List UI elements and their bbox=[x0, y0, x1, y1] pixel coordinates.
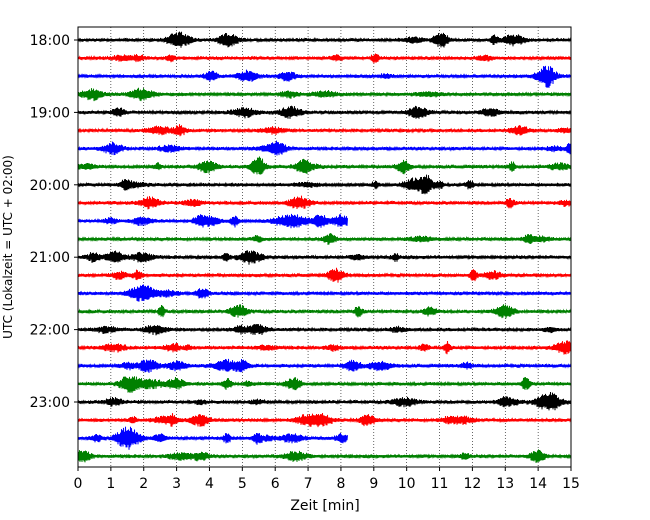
seismic-trace bbox=[77, 267, 572, 283]
seismic-trace bbox=[77, 324, 572, 336]
x-tick-label: 13 bbox=[496, 476, 514, 492]
grid-lines bbox=[110, 27, 539, 467]
seismic-trace bbox=[77, 105, 572, 119]
x-tick-label: 7 bbox=[304, 476, 313, 492]
x-axis: 0 1 2 3 4 5 6 7 8 9 10 11 12 13 14 15 bbox=[74, 467, 580, 492]
x-tick-label: 8 bbox=[336, 476, 345, 492]
seismic-trace bbox=[77, 87, 572, 102]
y-tick-label: 21:00 bbox=[30, 250, 70, 266]
seismic-trace bbox=[77, 65, 572, 88]
x-tick-label: 2 bbox=[139, 476, 148, 492]
seismic-trace bbox=[77, 53, 572, 64]
seismic-trace bbox=[77, 195, 572, 210]
x-tick-label: 3 bbox=[172, 476, 181, 492]
y-axis-label: UTC (Lokalzeit = UTC + 02:00) bbox=[1, 155, 15, 339]
seismic-trace bbox=[77, 31, 572, 48]
x-tick-label: 6 bbox=[271, 476, 280, 492]
seismic-trace bbox=[77, 213, 348, 229]
seismic-trace bbox=[77, 174, 572, 195]
y-tick-label: 22:00 bbox=[30, 323, 70, 339]
x-tick-label: 0 bbox=[74, 476, 83, 492]
seismic-trace bbox=[77, 358, 572, 373]
y-tick-label: 18:00 bbox=[30, 33, 70, 49]
x-tick-label: 4 bbox=[205, 476, 214, 492]
seismic-trace bbox=[77, 284, 572, 302]
x-tick-label: 10 bbox=[398, 476, 416, 492]
trace-group bbox=[77, 31, 572, 463]
x-tick-label: 11 bbox=[431, 476, 449, 492]
x-axis-label: Zeit [min] bbox=[290, 498, 359, 514]
seismic-trace bbox=[77, 304, 572, 319]
seismic-trace bbox=[77, 124, 572, 137]
seismic-trace bbox=[77, 250, 572, 265]
seismic-trace bbox=[77, 340, 572, 355]
seismic-trace bbox=[77, 412, 572, 428]
seismic-trace bbox=[77, 233, 572, 245]
x-tick-label: 12 bbox=[463, 476, 481, 492]
y-tick-label: 20:00 bbox=[30, 178, 70, 194]
seismic-trace bbox=[77, 391, 572, 411]
x-tick-label: 14 bbox=[529, 476, 547, 492]
x-tick-label: 1 bbox=[106, 476, 115, 492]
seismic-trace bbox=[77, 376, 572, 394]
seismic-trace bbox=[77, 156, 572, 175]
x-tick-label: 9 bbox=[369, 476, 378, 492]
seismic-trace bbox=[77, 449, 572, 463]
y-tick-label: 19:00 bbox=[30, 105, 70, 121]
x-tick-label: 5 bbox=[238, 476, 247, 492]
plot-frame bbox=[77, 26, 572, 468]
y-tick-label: 23:00 bbox=[30, 395, 70, 411]
x-tick-label: 15 bbox=[562, 476, 580, 492]
seismic-trace bbox=[77, 426, 348, 450]
seismic-trace bbox=[77, 140, 572, 156]
y-axis: 18:00 19:00 20:00 21:00 22:00 23:00 bbox=[30, 33, 78, 411]
